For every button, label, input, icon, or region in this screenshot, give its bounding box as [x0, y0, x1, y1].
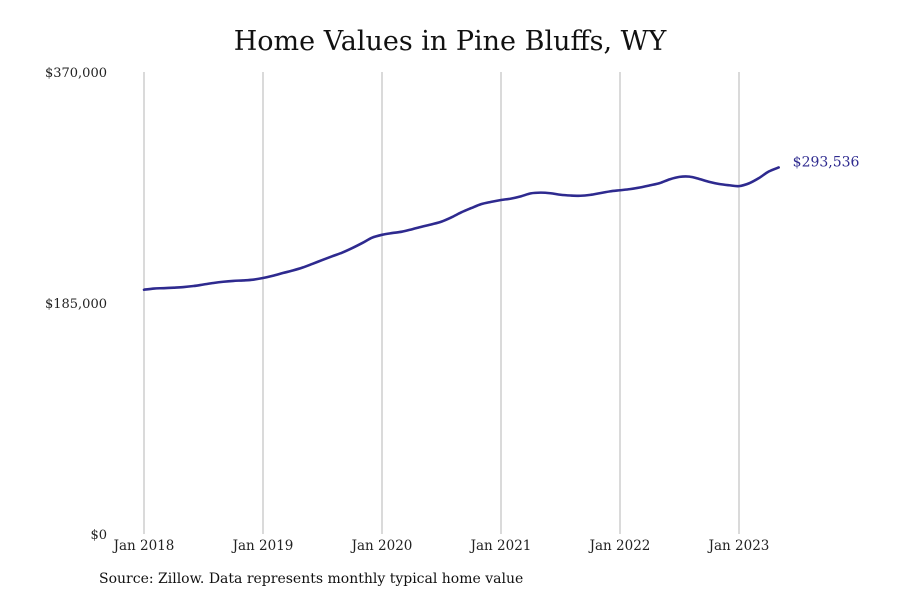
y-axis: $0 $185,000 $370,000 — [45, 66, 107, 543]
series-line-0 — [142, 166, 780, 292]
source-note: Source: Zillow. Data represents monthly … — [99, 571, 524, 587]
gridlines — [143, 72, 740, 534]
x-tick-label: Jan 2019 — [231, 538, 294, 554]
chart-title: Home Values in Pine Bluffs, WY — [233, 26, 667, 57]
y-tick-label: $185,000 — [45, 297, 107, 312]
series-layer — [142, 166, 780, 292]
x-tick-label: Jan 2018 — [112, 538, 175, 554]
x-tick-label: Jan 2023 — [707, 538, 770, 554]
x-tick-label: Jan 2020 — [350, 538, 413, 554]
data-labels: $293,536 — [793, 154, 860, 170]
x-tick-label: Jan 2021 — [469, 538, 532, 554]
x-tick-label: Jan 2022 — [588, 538, 651, 554]
x-axis: Jan 2018 Jan 2019 Jan 2020 Jan 2021 Jan 2022… — [112, 538, 770, 554]
end-value-label: $293,536 — [793, 154, 860, 170]
y-tick-label: $370,000 — [45, 66, 107, 81]
y-tick-label: $0 — [90, 528, 107, 543]
